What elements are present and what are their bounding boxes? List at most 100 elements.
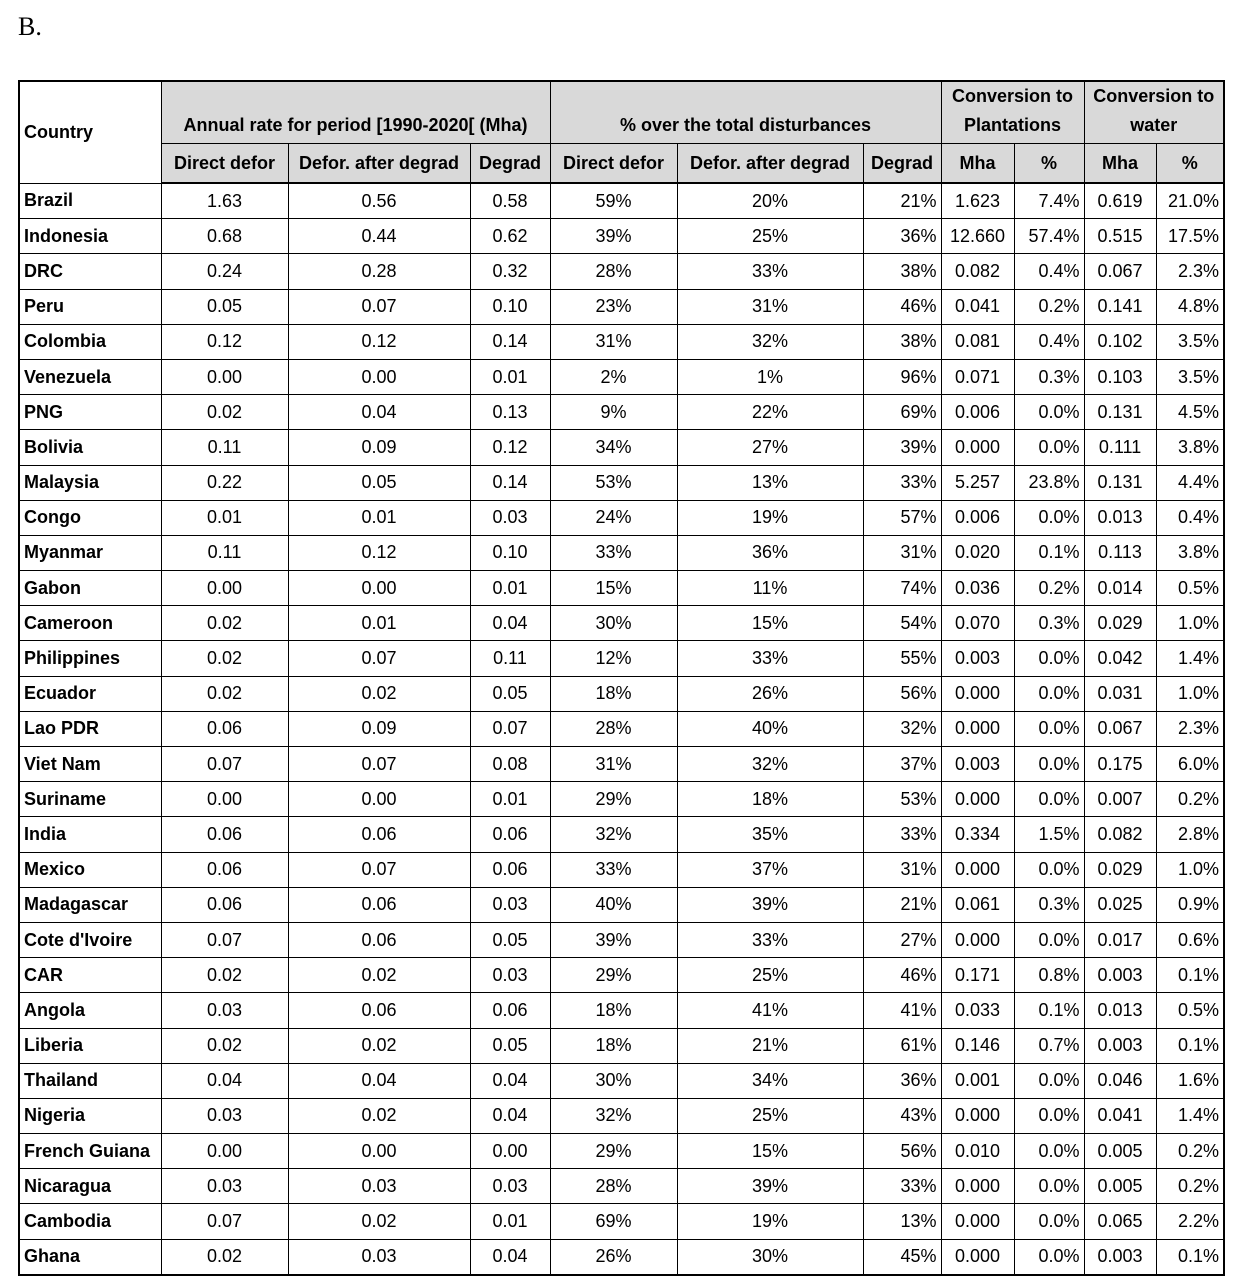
value-cell: 0.03 <box>160 1097 289 1135</box>
value-cell: 0.3% <box>1013 886 1085 923</box>
value-cell: 0.000 <box>940 1168 1015 1205</box>
value-cell: 39% <box>549 921 678 959</box>
value-cell: 0.067 <box>1083 253 1157 290</box>
country-cell: Malaysia <box>18 464 162 501</box>
value-cell: 0.04 <box>287 394 471 431</box>
value-cell: 0.04 <box>469 1062 551 1099</box>
group-header: Annual rate for period [1990-2020[ (Mha) <box>160 80 551 144</box>
country-cell: Cote d'Ivoire <box>18 921 162 959</box>
table-row: Colombia 0.12 0.12 0.14 31% 32% 38% 0.081 0.4% 0.… <box>18 323 1225 360</box>
table-row: Mexico 0.06 0.07 0.06 33% 37% 31% 0.000 0.0% 0.02… <box>18 851 1225 888</box>
value-cell: 0.2% <box>1155 1133 1225 1170</box>
value-cell: 3.8% <box>1155 534 1225 572</box>
value-cell: 1.0% <box>1155 851 1225 888</box>
value-cell: 18% <box>549 992 678 1029</box>
value-cell: 0.113 <box>1083 534 1157 572</box>
value-cell: 0.006 <box>940 499 1015 536</box>
group-header: Conversion to water <box>1083 80 1225 144</box>
value-cell: 33% <box>549 851 678 888</box>
value-cell: 12% <box>549 640 678 677</box>
value-cell: 0.11 <box>160 534 289 572</box>
country-cell: PNG <box>18 394 162 431</box>
table-row: Peru 0.05 0.07 0.10 23% 31% 46% 0.041 0.2% 0.141 4… <box>18 288 1225 325</box>
table-row: Thailand 0.04 0.04 0.04 30% 34% 36% 0.001 0.0% 0.… <box>18 1062 1225 1099</box>
header-row: Country Annual rate for period [1990-202… <box>18 80 1225 184</box>
value-cell: 0.03 <box>469 1168 551 1205</box>
value-cell: 0.03 <box>287 1238 471 1276</box>
value-cell: 54% <box>862 605 942 642</box>
value-cell: 0.111 <box>1083 429 1157 466</box>
value-cell: 0.62 <box>469 218 551 255</box>
value-cell: 0.3% <box>1013 605 1085 642</box>
value-cell: 0.6% <box>1155 921 1225 959</box>
value-cell: 56% <box>862 675 942 712</box>
value-cell: 0.067 <box>1083 710 1157 748</box>
value-cell: 21% <box>676 1027 864 1064</box>
country-cell: Ecuador <box>18 675 162 712</box>
table-row: Madagascar 0.06 0.06 0.03 40% 39% 21% 0.061 0.3%… <box>18 886 1225 923</box>
value-cell: 0.06 <box>287 921 471 959</box>
country-cell: India <box>18 816 162 853</box>
subheader-cell: Mha <box>1083 143 1157 184</box>
value-cell: 69% <box>862 394 942 431</box>
subheader-row: Direct defor Defor. after degrad Degrad Dir… <box>19 143 1225 184</box>
value-cell: 0.033 <box>940 992 1015 1029</box>
value-cell: 0.06 <box>160 851 289 888</box>
value-cell: 19% <box>676 1203 864 1240</box>
value-cell: 21.0% <box>1155 182 1225 220</box>
table-header: Country Annual rate for period [1990-202… <box>18 80 1225 184</box>
value-cell: 1% <box>676 358 864 396</box>
value-cell: 0.01 <box>469 358 551 396</box>
value-cell: 0.01 <box>469 1203 551 1240</box>
table-row: Ghana 0.02 0.03 0.04 26% 30% 45% 0.000 0.0% 0.003… <box>18 1238 1225 1276</box>
value-cell: 0.036 <box>940 570 1015 607</box>
subheader-cell: Direct defor <box>549 143 678 184</box>
value-cell: 33% <box>862 464 942 501</box>
value-cell: 0.046 <box>1083 1062 1157 1099</box>
value-cell: 0.000 <box>940 851 1015 888</box>
value-cell: 0.12 <box>287 534 471 572</box>
value-cell: 0.000 <box>940 781 1015 818</box>
value-cell: 17.5% <box>1155 218 1225 255</box>
value-cell: 0.000 <box>940 921 1015 959</box>
table-row: Philippines 0.02 0.07 0.11 12% 33% 55% 0.003 0.0… <box>18 640 1225 677</box>
value-cell: 18% <box>676 781 864 818</box>
value-cell: 0.031 <box>1083 675 1157 712</box>
value-cell: 1.6% <box>1155 1062 1225 1099</box>
value-cell: 43% <box>862 1097 942 1135</box>
value-cell: 45% <box>862 1238 942 1276</box>
value-cell: 0.1% <box>1155 1027 1225 1064</box>
country-cell: Nicaragua <box>18 1168 162 1205</box>
value-cell: 33% <box>862 816 942 853</box>
table-row: Cote d'Ivoire 0.07 0.06 0.05 39% 33% 27% 0.000 0… <box>18 921 1225 959</box>
table-row: Indonesia 0.68 0.44 0.62 39% 25% 36% 12.660 57.4… <box>18 218 1225 255</box>
value-cell: 28% <box>549 253 678 290</box>
value-cell: 12.660 <box>940 218 1015 255</box>
value-cell: 0.0% <box>1013 1062 1085 1099</box>
value-cell: 0.58 <box>469 182 551 220</box>
country-cell: Philippines <box>18 640 162 677</box>
value-cell: 0.12 <box>469 429 551 466</box>
value-cell: 0.005 <box>1083 1133 1157 1170</box>
value-cell: 29% <box>549 781 678 818</box>
value-cell: 0.04 <box>160 1062 289 1099</box>
value-cell: 32% <box>676 745 864 783</box>
value-cell: 74% <box>862 570 942 607</box>
country-cell: Ghana <box>18 1238 162 1276</box>
table-row: DRC 0.24 0.28 0.32 28% 33% 38% 0.082 0.4% 0.067 2.… <box>18 253 1225 290</box>
value-cell: 0.334 <box>940 816 1015 853</box>
value-cell: 56% <box>862 1133 942 1170</box>
value-cell: 46% <box>862 288 942 325</box>
value-cell: 32% <box>862 710 942 748</box>
value-cell: 0.0% <box>1013 640 1085 677</box>
country-cell: Mexico <box>18 851 162 888</box>
value-cell: 0.00 <box>287 570 471 607</box>
value-cell: 0.082 <box>1083 816 1157 853</box>
value-cell: 0.0% <box>1013 745 1085 783</box>
value-cell: 0.071 <box>940 358 1015 396</box>
value-cell: 0.003 <box>940 745 1015 783</box>
value-cell: 0.7% <box>1013 1027 1085 1064</box>
value-cell: 31% <box>549 745 678 783</box>
value-cell: 0.0% <box>1013 921 1085 959</box>
